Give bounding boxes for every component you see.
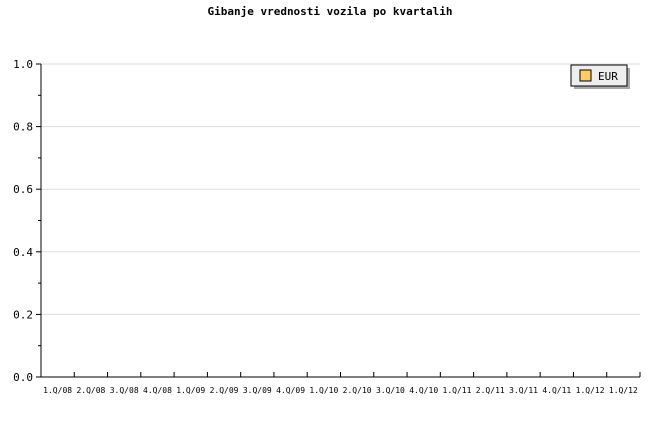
x-tick-label: 2.Q/08 <box>76 386 105 395</box>
x-tick-label: 1.Q/11 <box>443 386 472 395</box>
y-tick-label: 0.0 <box>13 371 33 384</box>
legend-label: EUR <box>598 70 618 83</box>
x-tick-label: 4.Q/10 <box>409 386 438 395</box>
y-tick-label: 0.6 <box>13 183 33 196</box>
x-tick-label: 2.Q/11 <box>476 386 505 395</box>
x-tick-label: 1.Q/10 <box>309 386 338 395</box>
y-tick-label: 1.0 <box>13 58 33 71</box>
x-tick-label: 1.Q/08 <box>43 386 72 395</box>
legend-swatch <box>579 69 592 82</box>
x-tick-label: 1.Q/12 <box>576 386 605 395</box>
x-tick-label: 2.Q/10 <box>343 386 372 395</box>
y-tick-label: 0.4 <box>13 246 33 259</box>
x-tick-label: 3.Q/10 <box>376 386 405 395</box>
x-tick-label: 4.Q/11 <box>542 386 571 395</box>
x-tick-label: 3.Q/09 <box>243 386 272 395</box>
y-tick-label: 0.8 <box>13 121 33 134</box>
x-tick-label: 3.Q/08 <box>110 386 139 395</box>
chart-title: Gibanje vrednosti vozila po kvartalih <box>207 5 452 18</box>
x-tick-label: 4.Q/08 <box>143 386 172 395</box>
x-tick-label: 2.Q/09 <box>210 386 239 395</box>
y-tick-label: 0.2 <box>13 308 33 321</box>
x-tick-label: 4.Q/09 <box>276 386 305 395</box>
x-tick-label: 1.Q/12 <box>609 386 638 395</box>
x-tick-label: 1.Q/09 <box>176 386 205 395</box>
legend: EUR <box>570 64 630 89</box>
x-tick-label: 3.Q/11 <box>509 386 538 395</box>
